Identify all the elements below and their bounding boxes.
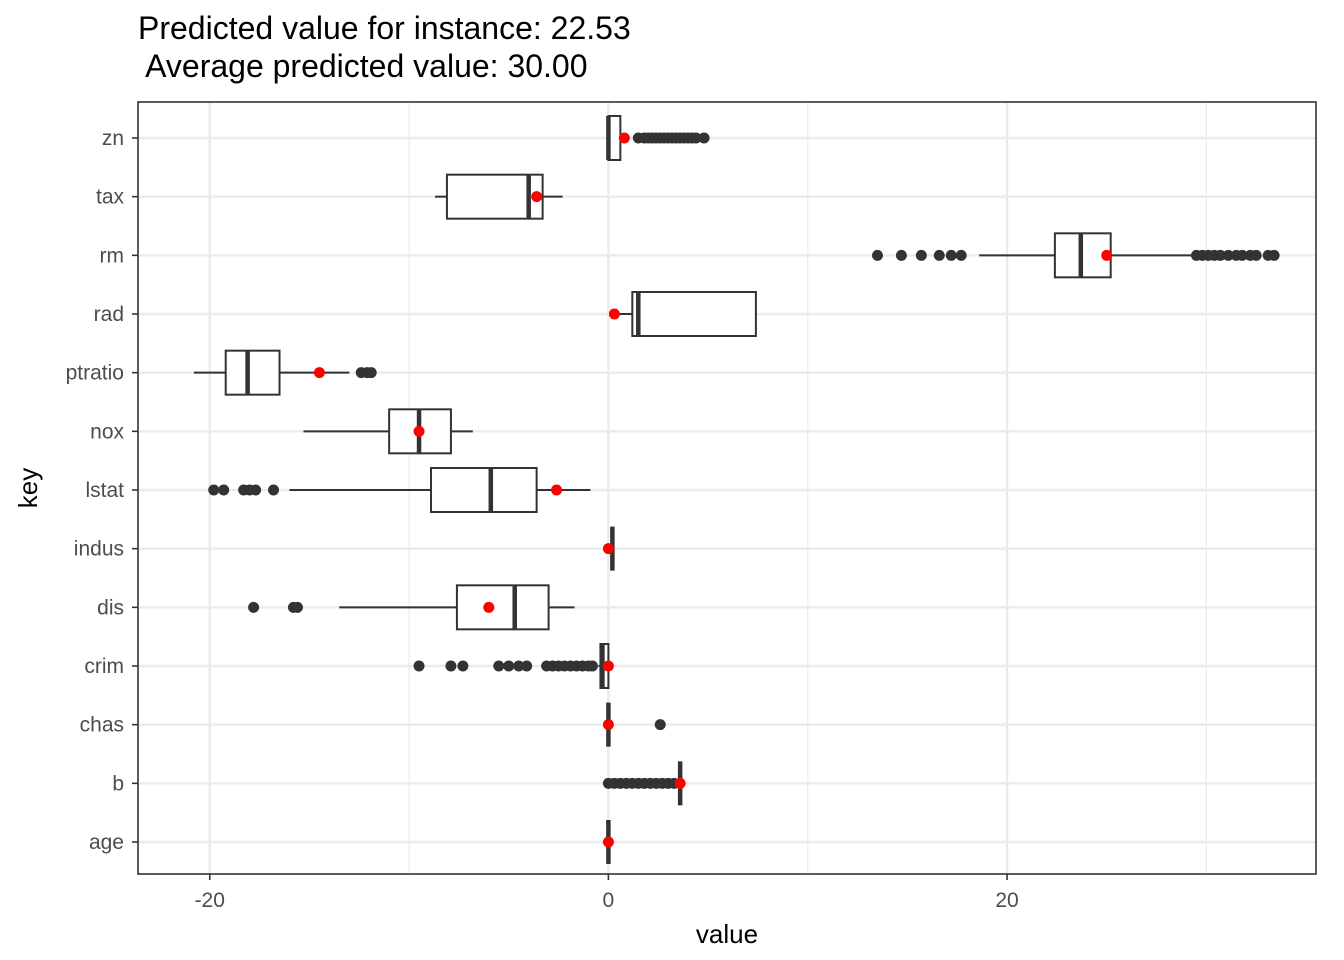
x-tick-label: -20 xyxy=(195,889,225,912)
y-axis: zn tax rm rad ptratio nox lstat indus dis crim cha… xyxy=(66,127,138,854)
y-tick-label: chas xyxy=(80,714,124,737)
x-tick-label: 20 xyxy=(995,889,1018,912)
outlier-point xyxy=(218,484,230,496)
iqr-box xyxy=(224,349,281,396)
outlier-point xyxy=(654,719,666,731)
y-tick-label: zn xyxy=(102,127,124,150)
outlier-point xyxy=(915,249,927,261)
outlier-point xyxy=(586,660,598,672)
points xyxy=(208,132,1280,848)
iqr-box xyxy=(455,584,550,631)
instance-point-rm xyxy=(1101,249,1113,261)
y-tick-label: b xyxy=(112,772,124,795)
outlier-point xyxy=(1268,249,1280,261)
outlier-point xyxy=(698,132,710,144)
outlier-point xyxy=(291,601,303,613)
outlier-point xyxy=(1250,249,1262,261)
instance-point-ptratio xyxy=(313,367,325,379)
outlier-point xyxy=(933,249,945,261)
outlier-point xyxy=(413,660,425,672)
instance-point-crim xyxy=(602,660,614,672)
instance-point-dis xyxy=(483,601,495,613)
y-tick-label: tax xyxy=(96,186,125,209)
instance-point-zn xyxy=(618,132,630,144)
y-tick-label: indus xyxy=(74,538,124,561)
outlier-point xyxy=(871,249,883,261)
outlier-point xyxy=(457,660,469,672)
instance-point-tax xyxy=(531,191,543,203)
outlier-point xyxy=(945,249,957,261)
box-zn xyxy=(606,115,622,161)
outlier-point xyxy=(1214,249,1226,261)
iqr-box xyxy=(631,291,757,337)
boxes xyxy=(193,115,1197,864)
grid xyxy=(138,102,1316,874)
y-tick-label: nox xyxy=(90,420,124,443)
x-axis-title: value xyxy=(696,919,758,949)
y-tick-label: lstat xyxy=(85,479,124,502)
outlier-point xyxy=(493,660,505,672)
instance-point-indus xyxy=(602,543,614,555)
y-tick-label: rad xyxy=(94,303,124,326)
y-tick-label: crim xyxy=(84,655,124,678)
outlier-point xyxy=(208,484,220,496)
y-tick-label: rm xyxy=(100,244,125,267)
instance-point-nox xyxy=(413,425,425,437)
outlier-point xyxy=(955,249,967,261)
y-tick-label: age xyxy=(89,831,124,854)
y-axis-title: key xyxy=(13,468,43,508)
outlier-point xyxy=(248,601,260,613)
outlier-point xyxy=(250,484,262,496)
outlier-point xyxy=(521,660,533,672)
outlier-point xyxy=(1222,249,1234,261)
box-rm xyxy=(979,232,1197,279)
box-tax xyxy=(434,173,563,220)
instance-point-age xyxy=(602,836,614,848)
box-ptratio xyxy=(193,349,350,396)
x-axis: -20 0 20 xyxy=(195,874,1019,912)
outlier-point xyxy=(503,660,515,672)
instance-point-lstat xyxy=(551,484,563,496)
instance-point-rad xyxy=(608,308,620,320)
chart-subtitle: Average predicted value: 30.00 xyxy=(138,48,588,84)
instance-point-chas xyxy=(602,719,614,731)
chart-title: Predicted value for instance: 22.53 xyxy=(138,10,631,46)
y-tick-label: ptratio xyxy=(66,362,124,385)
y-tick-label: dis xyxy=(97,596,124,619)
outlier-point xyxy=(1236,249,1248,261)
box-lstat xyxy=(289,467,591,513)
panel-border xyxy=(137,101,1317,875)
outlier-point xyxy=(365,367,377,379)
outlier-point xyxy=(268,484,280,496)
outlier-point xyxy=(513,660,525,672)
outlier-point xyxy=(445,660,457,672)
instance-point-b xyxy=(674,777,686,789)
outlier-point xyxy=(895,249,907,261)
box-rad xyxy=(616,291,757,337)
outlier-point xyxy=(690,132,702,144)
box-nox xyxy=(303,408,473,455)
x-tick-label: 0 xyxy=(603,889,615,912)
box-dis xyxy=(339,584,575,631)
iqr-box xyxy=(430,467,538,513)
